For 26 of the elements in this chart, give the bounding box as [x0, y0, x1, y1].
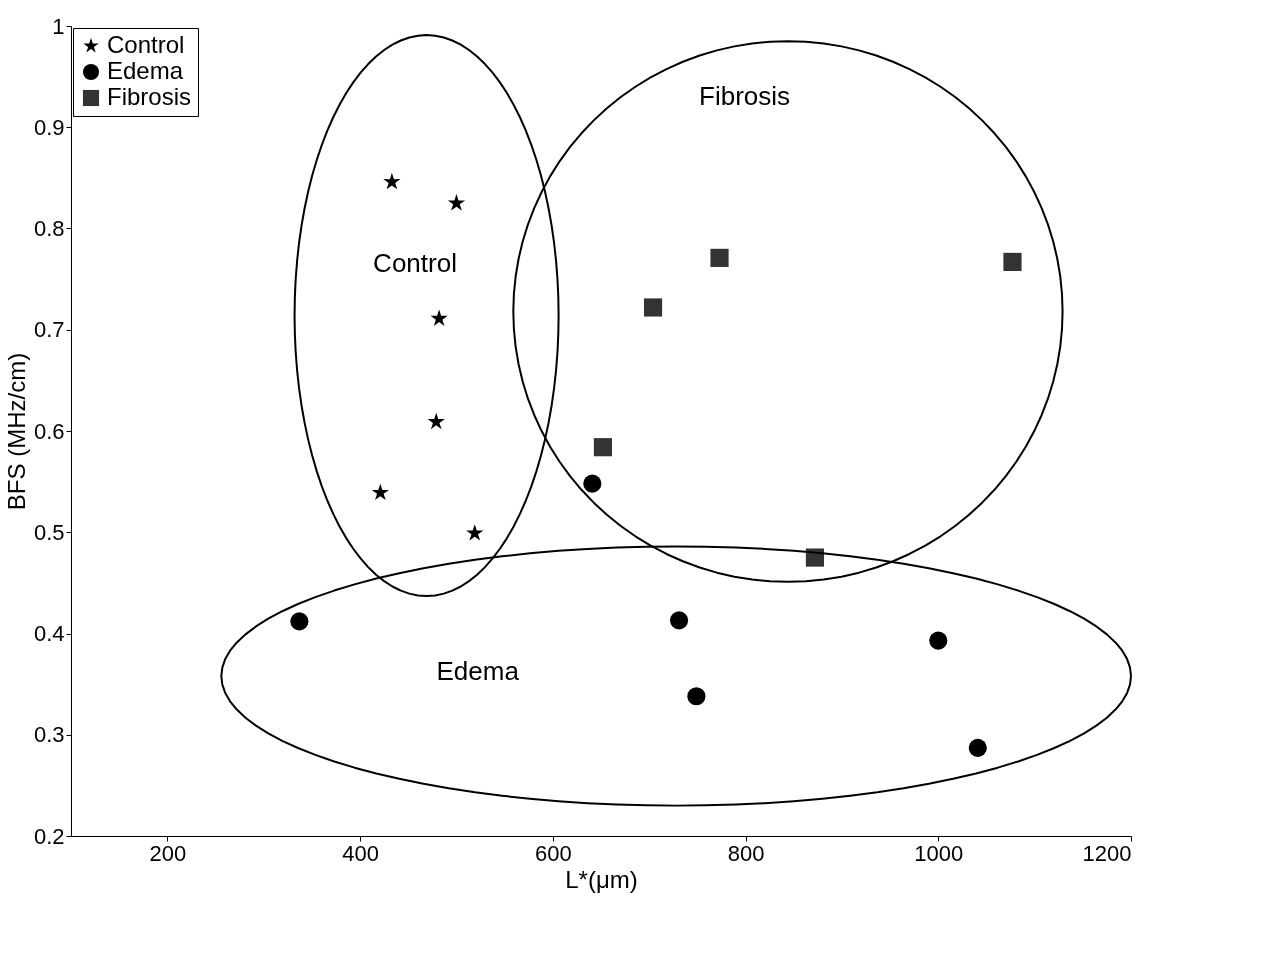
legend-label: Control: [107, 31, 185, 58]
y-tick-label: 0.5: [33, 519, 65, 545]
x-tick-label: 1200: [1082, 840, 1132, 866]
point: [687, 687, 706, 706]
y-axis-title: BFS (MHz/cm): [2, 352, 30, 511]
x-axis-title: L*(μm): [565, 865, 638, 893]
point: [929, 631, 948, 650]
point: [669, 611, 689, 630]
y-tick-label: 0.9: [33, 114, 65, 140]
point: [968, 738, 987, 757]
y-tick-label: 1: [52, 13, 65, 39]
y-tick-label: 0.3: [33, 722, 65, 748]
legend-label: Edema: [107, 57, 184, 84]
x-tick-label: 1000: [914, 840, 964, 866]
x-tick-label: 400: [342, 840, 379, 866]
legend-label: Fibrosis: [107, 83, 192, 110]
y-tick-label: 0.8: [33, 216, 65, 241]
point: [290, 612, 309, 631]
x-tick-label: 200: [149, 840, 187, 866]
y-tick-label: 0.4: [33, 621, 65, 646]
x-tick-label: 800: [727, 840, 765, 866]
y-tick-label: 0.6: [33, 418, 65, 444]
y-tick-label: 0.2: [33, 823, 65, 849]
x-tick-label: 600: [534, 840, 572, 866]
annotation: Edema: [436, 655, 520, 686]
y-tick-label: 0.7: [33, 317, 65, 343]
